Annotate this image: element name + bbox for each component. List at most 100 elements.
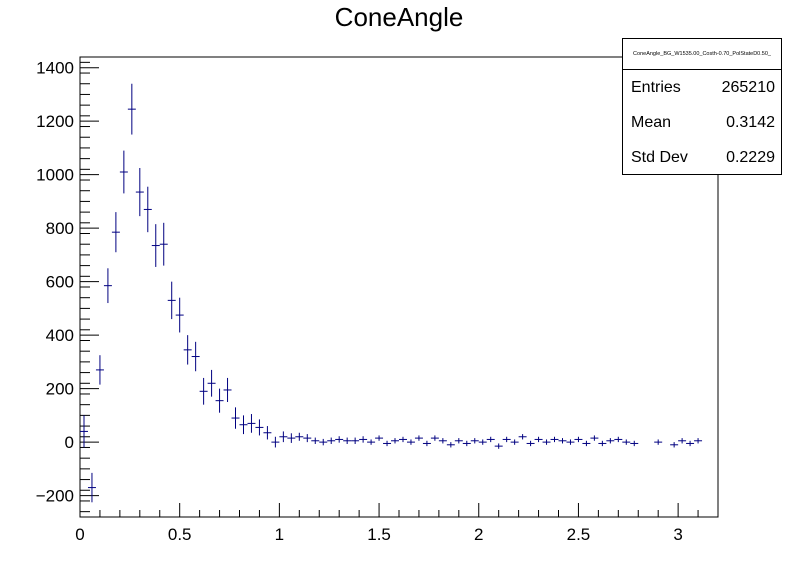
data-point (486, 436, 495, 443)
data-point (526, 440, 535, 447)
data-points (80, 83, 703, 503)
data-point (199, 377, 208, 405)
data-point (295, 432, 304, 441)
data-point (103, 268, 112, 304)
y-tick-label: −200 (36, 487, 74, 506)
data-point (247, 414, 256, 433)
data-point (175, 297, 184, 333)
data-point (127, 83, 136, 135)
data-point (215, 388, 224, 413)
y-tick-label: 800 (46, 219, 74, 238)
data-point (271, 436, 280, 448)
data-point (135, 167, 144, 217)
x-tick-label: 2.5 (567, 525, 591, 544)
data-point (399, 436, 407, 443)
data-point (143, 186, 152, 233)
data-point (183, 335, 192, 365)
stats-box: ConeAngle_BG_W1535.00_Costh-0.70_PolStat… (622, 38, 782, 175)
y-tick-label: 400 (46, 326, 74, 345)
data-point (223, 377, 232, 402)
data-point (574, 436, 583, 443)
stats-entries-label: Entries (631, 79, 681, 96)
data-point (343, 437, 352, 444)
data-point (598, 440, 607, 447)
data-point (383, 440, 392, 447)
data-point (191, 341, 200, 372)
data-point (542, 439, 551, 445)
data-point (582, 440, 591, 447)
data-point (518, 434, 527, 440)
data-point (151, 224, 160, 267)
stats-entries-value: 265210 (721, 79, 775, 96)
data-point (167, 281, 176, 320)
data-point (414, 435, 423, 441)
data-point (119, 150, 128, 194)
data-point (614, 436, 623, 443)
data-point (263, 426, 272, 440)
data-point (438, 438, 447, 444)
y-tick-label: 600 (46, 273, 74, 292)
data-point (359, 436, 368, 443)
stats-entries-row: Entries 265210 (623, 70, 781, 105)
data-point (351, 437, 360, 444)
data-point (422, 440, 431, 447)
data-point (446, 442, 455, 448)
y-tick-label: 0 (65, 433, 74, 452)
data-point (670, 442, 679, 448)
data-point (95, 355, 104, 385)
stats-stddev-value: 0.2229 (726, 149, 775, 166)
data-point (478, 439, 487, 445)
data-point (590, 435, 599, 441)
data-point (494, 443, 503, 449)
data-point (375, 435, 384, 441)
data-point (622, 439, 631, 445)
data-point (311, 437, 320, 444)
data-point (327, 437, 336, 444)
data-point (558, 438, 567, 444)
data-point (367, 439, 376, 445)
data-point (470, 438, 479, 444)
x-tick-label: 0.5 (168, 525, 192, 544)
data-point (566, 439, 575, 445)
data-point (279, 431, 288, 443)
y-axis: −200 0 200 400 600 800 1000 1200 1400 (36, 59, 99, 513)
stats-mean-value: 0.3142 (726, 114, 775, 131)
data-point (462, 440, 471, 447)
data-point (686, 440, 695, 447)
x-tick-label: 1.5 (367, 525, 391, 544)
data-point (287, 433, 296, 443)
data-point (430, 435, 439, 441)
data-point (303, 434, 312, 443)
stats-mean-label: Mean (631, 114, 672, 131)
data-point (159, 222, 168, 266)
data-point (630, 440, 639, 447)
data-point (550, 436, 559, 443)
y-tick-label: 1000 (36, 166, 74, 185)
data-point (255, 419, 264, 436)
x-axis: 0 0.5 1 1.5 2 2.5 3 (75, 503, 699, 544)
stats-stddev-label: Std Dev (631, 149, 688, 166)
data-point (694, 438, 703, 444)
data-point (80, 415, 88, 448)
x-tick-label: 1 (275, 525, 284, 544)
y-tick-label: 200 (46, 380, 74, 399)
x-tick-label: 2 (474, 525, 483, 544)
data-point (510, 439, 519, 445)
data-point (87, 472, 96, 503)
data-point (678, 438, 687, 444)
data-point (207, 369, 216, 397)
data-point (231, 407, 240, 429)
stats-histogram-name: ConeAngle_BG_W1535.00_Costh-0.70_PolStat… (623, 39, 781, 70)
data-point (454, 438, 463, 444)
x-tick-label: 3 (673, 525, 682, 544)
x-tick-label: 0 (75, 525, 84, 544)
data-point (319, 438, 328, 446)
data-point (391, 438, 399, 444)
data-point (502, 436, 511, 443)
data-point (654, 439, 663, 445)
stats-mean-row: Mean 0.3142 (623, 105, 781, 140)
y-tick-label: 1200 (36, 112, 74, 131)
chart-title: ConeAngle (334, 2, 464, 32)
data-point (606, 438, 615, 444)
